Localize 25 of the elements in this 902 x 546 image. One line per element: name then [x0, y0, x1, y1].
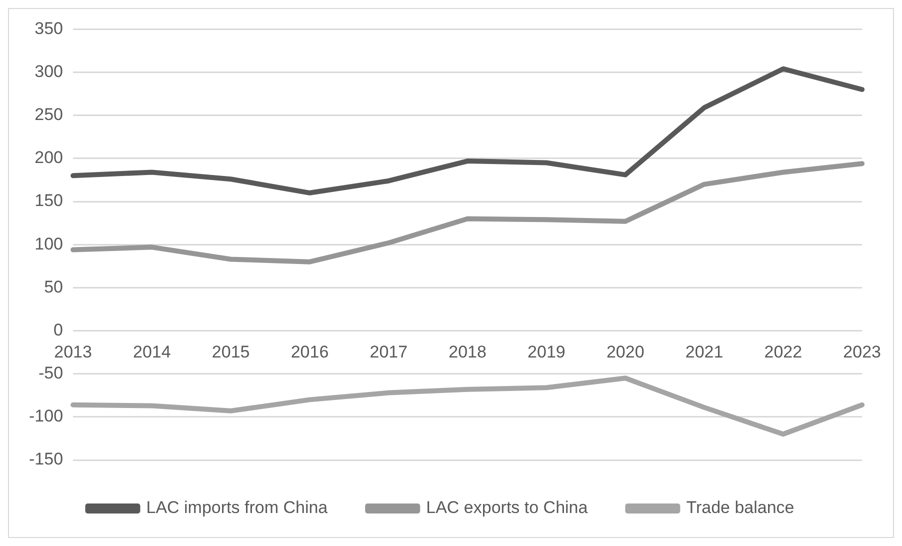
y-tick-label: -100 — [28, 406, 64, 426]
legend-label: LAC exports to China — [426, 498, 588, 518]
x-tick-label: 2016 — [290, 342, 329, 362]
y-tick-label: -150 — [28, 450, 64, 469]
x-tick-label: 2023 — [843, 342, 882, 362]
x-tick-label: 2022 — [764, 342, 802, 362]
y-tick-label: 300 — [34, 62, 64, 81]
y-tick-label: 50 — [44, 277, 64, 296]
x-tick-label: 2019 — [528, 342, 566, 362]
x-tick-label: 2017 — [370, 342, 408, 362]
legend-label: LAC imports from China — [146, 498, 328, 518]
y-tick-label: -50 — [38, 364, 64, 383]
x-tick-label: 2015 — [212, 342, 250, 362]
y-tick-label: 200 — [34, 148, 64, 168]
x-tick-label: 2013 — [54, 342, 92, 362]
legend-label: Trade balance — [686, 498, 794, 518]
y-tick-label: 250 — [34, 105, 64, 124]
x-tick-label: 2021 — [685, 342, 724, 362]
y-tick-label: 350 — [34, 18, 64, 38]
x-tick-label: 2018 — [448, 342, 486, 362]
y-tick-label: 100 — [34, 234, 64, 254]
y-tick-label: 150 — [34, 191, 64, 210]
x-tick-label: 2014 — [133, 342, 171, 362]
x-tick-label: 2020 — [606, 342, 644, 362]
y-tick-label: 0 — [54, 320, 64, 340]
